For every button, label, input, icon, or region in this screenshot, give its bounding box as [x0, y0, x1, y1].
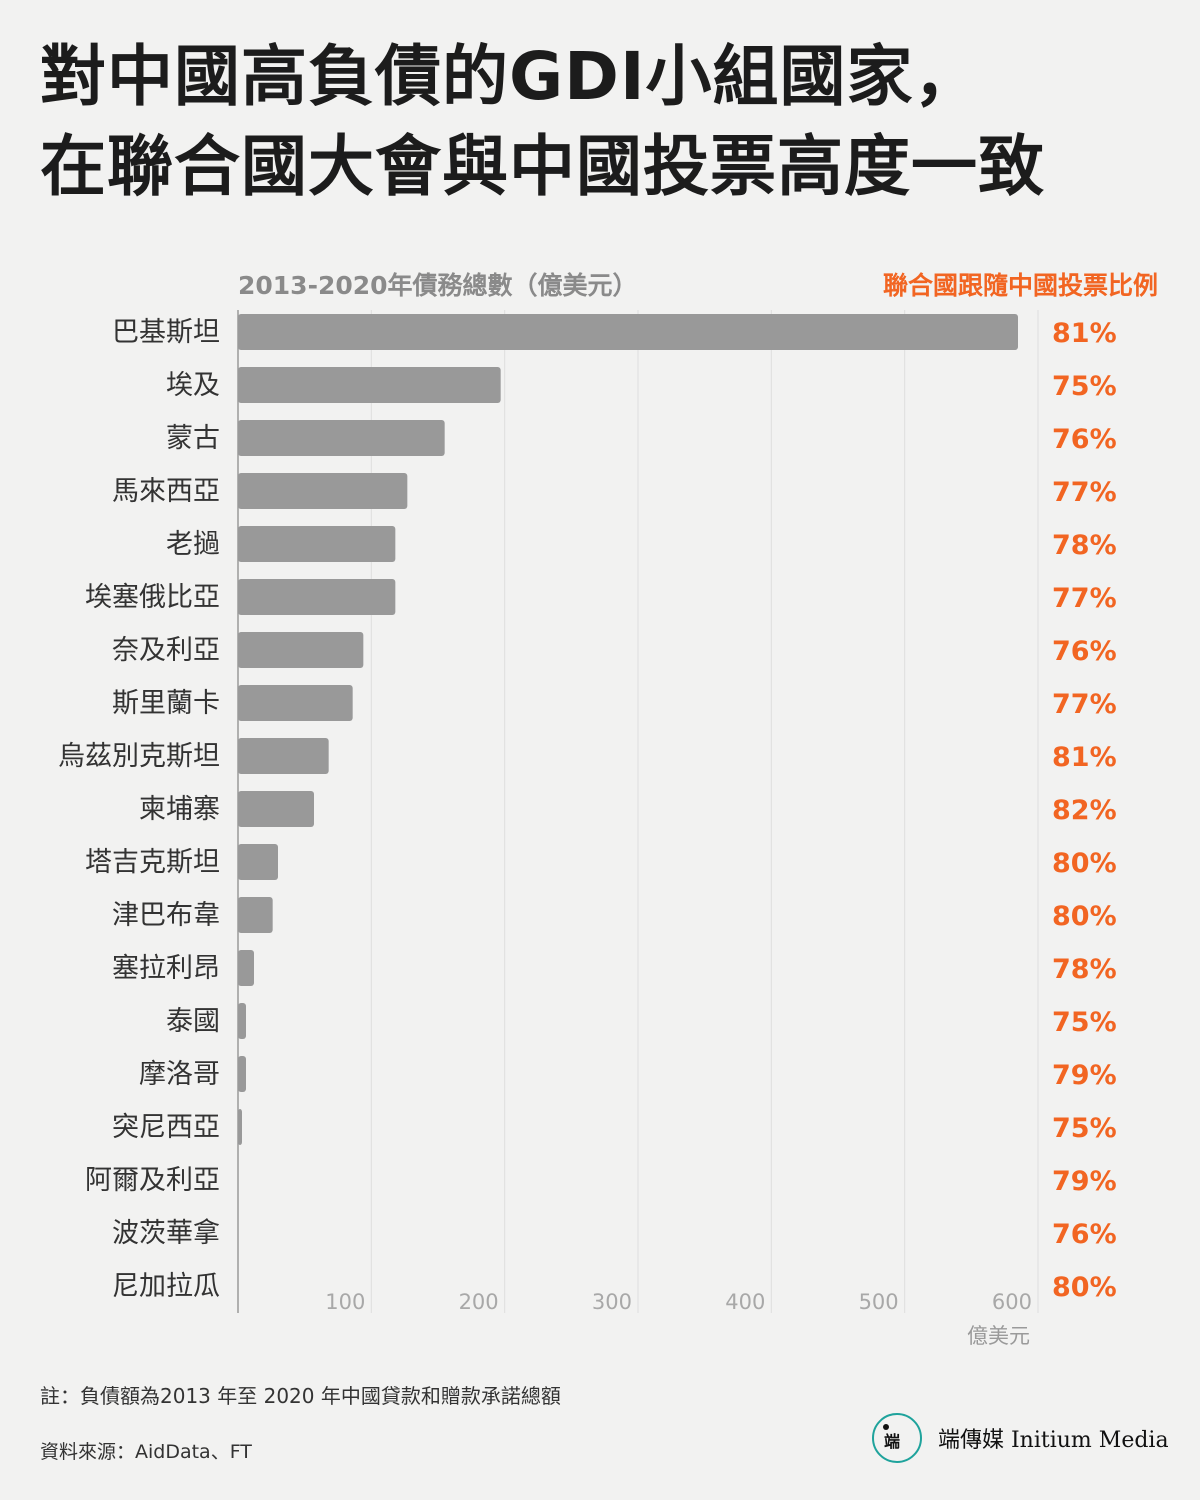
category-label: 烏茲別克斯坦 — [58, 741, 220, 772]
data-source: 資料來源：AidData、FT — [40, 1441, 252, 1463]
vote-share-label: 77% — [1052, 477, 1117, 508]
vote-share-label: 79% — [1052, 1166, 1117, 1197]
vote-share-label: 75% — [1052, 1007, 1117, 1038]
category-label: 突尼西亞 — [112, 1112, 220, 1143]
category-label: 巴基斯坦 — [112, 317, 220, 348]
vote-share-label: 82% — [1052, 795, 1117, 826]
category-label: 馬來西亞 — [112, 476, 220, 507]
bar — [238, 791, 314, 827]
bar — [238, 632, 364, 668]
bar — [238, 579, 396, 615]
debt-bar-chart: 100 200 300 400 500 600 巴基斯坦 81% 埃及 75% 蒙古 76% 馬來西亞 7… — [58, 271, 1158, 1348]
x-tick-label: 400 — [725, 1290, 765, 1314]
page-title: 對中國高負債的GDI小組國家， 在聯合國大會與中國投票高度一致 — [40, 32, 1170, 212]
vote-share-label: 76% — [1052, 636, 1117, 667]
brand-logo: 端 端傳媒 Initium Media — [872, 1413, 1169, 1463]
bar — [238, 950, 254, 986]
vote-share-label: 77% — [1052, 583, 1117, 614]
bar — [238, 526, 396, 562]
bar — [238, 1109, 242, 1145]
category-label: 柬埔寨 — [139, 794, 220, 825]
category-label: 尼加拉瓜 — [112, 1271, 220, 1302]
category-label: 津巴布韋 — [112, 900, 220, 931]
category-label: 埃及 — [166, 370, 220, 401]
category-label: 泰國 — [166, 1006, 220, 1037]
vote-share-label: 81% — [1052, 742, 1117, 773]
x-tick-label: 300 — [592, 1290, 632, 1314]
vote-share-label: 75% — [1052, 1113, 1117, 1144]
x-axis-label: 億美元 — [967, 1324, 1030, 1348]
category-label: 蒙古 — [166, 423, 220, 454]
vote-share-label: 76% — [1052, 424, 1117, 455]
logo-glyph: 端 — [884, 1432, 900, 1451]
category-label: 老撾 — [166, 529, 220, 560]
category-label: 塞拉利昂 — [112, 953, 220, 984]
title-line-1: 對中國高負債的GDI小組國家， — [40, 38, 981, 115]
bar — [238, 685, 353, 721]
bar — [238, 1003, 246, 1039]
x-tick-label: 600 — [992, 1290, 1032, 1314]
bar — [238, 314, 1018, 350]
category-label: 埃塞俄比亞 — [85, 582, 220, 613]
vote-share-label: 76% — [1052, 1219, 1117, 1250]
bar — [238, 367, 501, 403]
category-label: 摩洛哥 — [139, 1059, 220, 1090]
vote-share-label: 79% — [1052, 1060, 1117, 1091]
x-tick-label: 200 — [459, 1290, 499, 1314]
x-tick-label: 500 — [859, 1290, 899, 1314]
vote-share-label: 80% — [1052, 901, 1117, 932]
category-label: 波茨華拿 — [112, 1218, 220, 1249]
bar — [238, 738, 329, 774]
title-line-2: 在聯合國大會與中國投票高度一致 — [40, 128, 1045, 205]
vote-share-label: 80% — [1052, 1272, 1117, 1303]
category-label: 斯里蘭卡 — [112, 688, 220, 719]
vote-share-label: 80% — [1052, 848, 1117, 879]
vote-share-label: 81% — [1052, 318, 1117, 349]
bar — [238, 844, 278, 880]
bar — [238, 1056, 246, 1092]
bar — [238, 897, 273, 933]
vote-share-label: 78% — [1052, 954, 1117, 985]
category-label: 阿爾及利亞 — [85, 1165, 220, 1196]
initium-logo-icon: 端 — [872, 1413, 922, 1463]
vote-share-label: 75% — [1052, 371, 1117, 402]
bar — [238, 420, 445, 456]
chart-subtitle: 2013-2020年債務總數（億美元） — [238, 271, 638, 300]
brand-name: 端傳媒 Initium Media — [938, 1428, 1169, 1453]
category-label: 塔吉克斯坦 — [85, 847, 220, 878]
vote-share-header: 聯合國跟隨中國投票比例 — [883, 271, 1158, 300]
category-label: 奈及利亞 — [112, 635, 220, 666]
footnote: 註：負債額為2013 年至 2020 年中國貸款和贈款承諾總額 — [40, 1384, 561, 1408]
vote-share-label: 78% — [1052, 530, 1117, 561]
bar — [238, 473, 408, 509]
x-tick-label: 100 — [325, 1290, 365, 1314]
vote-share-label: 77% — [1052, 689, 1117, 720]
